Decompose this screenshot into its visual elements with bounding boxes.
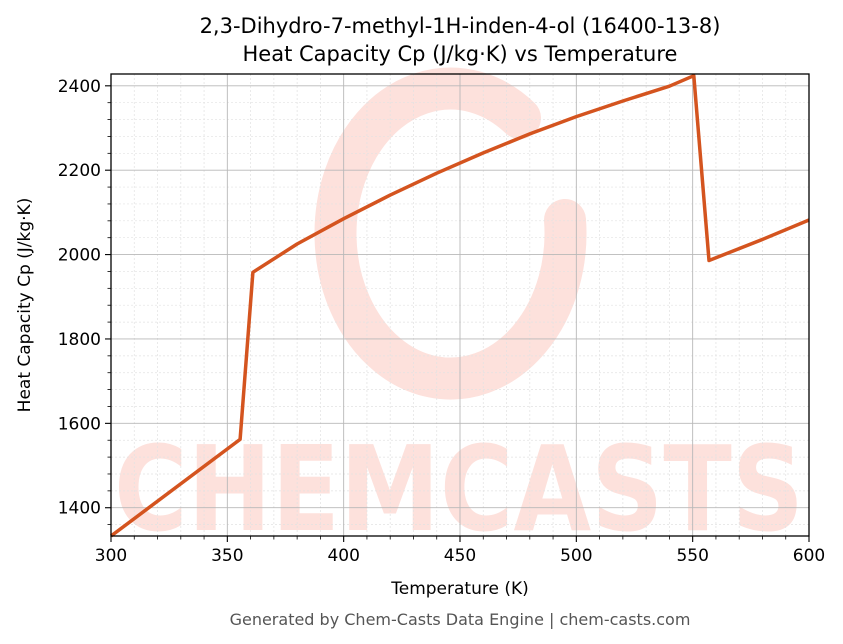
y-tick-label: 2400 [58,77,101,97]
series-line-heat-capacity [109,73,810,538]
y-tick-label: 1600 [58,414,101,434]
watermark: CHEMCASTS [114,67,804,558]
watermark-text: CHEMCASTS [114,420,804,558]
x-tick-label: 550 [676,546,708,566]
x-tick-label: 600 [793,546,825,566]
footer-credit: Generated by Chem-Casts Data Engine | ch… [230,610,691,629]
y-axis-ticks: 1400 1600 1800 2000 2200 2400 [58,77,111,526]
x-tick-label: 300 [95,546,127,566]
x-tick-label: 500 [560,546,592,566]
x-tick-label: 350 [211,546,243,566]
x-axis-label: Temperature (K) [390,579,529,599]
chart-title: 2,3-Dihydro-7-methyl-1H-inden-4-ol (1640… [200,14,721,38]
chart-subtitle: Heat Capacity Cp (J/kg·K) vs Temperature [243,42,678,66]
y-tick-label: 2000 [58,246,101,266]
x-axis-ticks: 300 350 400 450 500 550 600 [95,536,825,566]
x-tick-label: 400 [327,546,359,566]
watermark-logo-arc [314,67,587,400]
y-tick-label: 1400 [58,499,101,519]
y-axis-label: Heat Capacity Cp (J/kg·K) [15,198,35,413]
y-tick-label: 1800 [58,330,101,350]
y-tick-label: 2200 [58,161,101,181]
x-tick-label: 450 [444,546,476,566]
